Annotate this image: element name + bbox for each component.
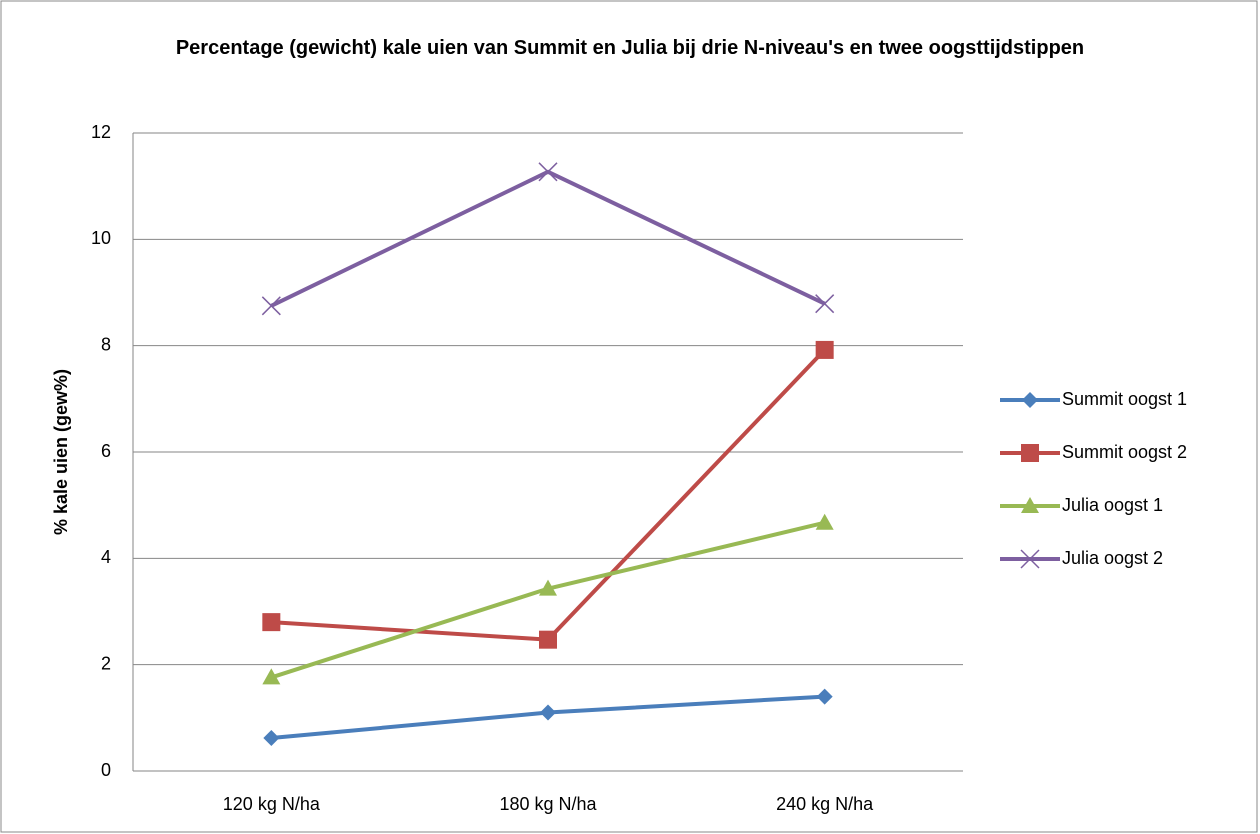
x-tick-label: 180 kg N/ha [499,794,597,814]
y-tick-label: 0 [101,760,111,780]
legend-marker [1021,444,1039,462]
y-tick-label: 12 [91,122,111,142]
chart-title: Percentage (gewicht) kale uien van Summi… [175,37,1085,59]
marker [261,296,281,316]
legend-label: Julia oogst 2 [1062,548,1163,568]
marker [263,730,280,747]
x-tick-label: 120 kg N/ha [223,794,321,814]
y-tick-label: 8 [101,334,111,354]
legend-label: Summit oogst 1 [1062,389,1187,409]
marker [539,630,557,649]
marker [816,688,833,705]
y-tick-label: 4 [101,547,111,567]
marker [815,294,835,314]
marker [815,513,834,530]
y-tick-label: 10 [91,228,111,248]
marker [540,704,556,721]
legend-label: Julia oogst 1 [1062,495,1163,515]
legend-marker [1021,497,1039,513]
y-tick-label: 6 [101,441,111,461]
y-axis-label: % kale uien (gew%) [51,369,71,535]
legend-label: Summit oogst 2 [1062,442,1187,462]
legend-marker [1022,392,1038,408]
x-tick-label: 240 kg N/ha [776,794,874,814]
marker [262,668,281,685]
marker [539,579,557,596]
marker [815,340,834,359]
marker [538,162,558,182]
y-tick-label: 2 [101,653,111,673]
marker [262,613,281,632]
legend-marker [1020,549,1040,569]
